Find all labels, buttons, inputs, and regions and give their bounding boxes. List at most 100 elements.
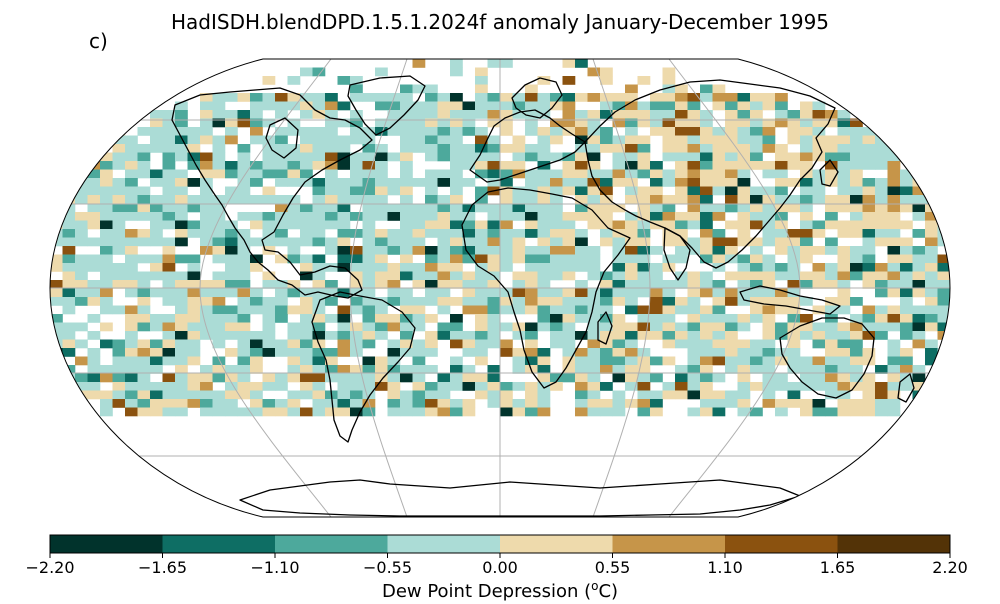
- anomaly-cell: [462, 365, 476, 374]
- anomaly-cell: [587, 178, 601, 187]
- anomaly-cell: [525, 280, 538, 289]
- anomaly-cell: [837, 263, 851, 272]
- anomaly-cell: [862, 280, 876, 289]
- anomaly-cell: [250, 118, 263, 128]
- anomaly-cell: [912, 263, 926, 272]
- anomaly-cell: [75, 288, 88, 298]
- anomaly-cell: [175, 127, 188, 136]
- anomaly-cell: [400, 254, 413, 264]
- anomaly-cell: [475, 331, 488, 340]
- anomaly-cell: [262, 271, 276, 281]
- anomaly-cell: [775, 178, 788, 187]
- anomaly-cell: [825, 280, 838, 289]
- anomaly-cell: [437, 297, 451, 306]
- anomaly-cell: [687, 314, 701, 323]
- anomaly-cell: [387, 212, 401, 221]
- anomaly-cell: [537, 356, 551, 366]
- anomaly-cell: [762, 348, 776, 357]
- anomaly-cell: [475, 382, 488, 391]
- anomaly-cell: [500, 59, 513, 68]
- anomaly-cell: [537, 246, 551, 255]
- anomaly-cell: [600, 399, 613, 408]
- anomaly-cell: [162, 212, 176, 221]
- anomaly-cell: [637, 280, 651, 289]
- anomaly-cell: [387, 246, 401, 255]
- anomaly-cell: [287, 373, 301, 383]
- coast-japan: [819, 159, 839, 187]
- anomaly-cell: [750, 220, 763, 230]
- anomaly-cell: [862, 322, 876, 332]
- anomaly-cell: [887, 314, 901, 323]
- anomaly-cell: [787, 356, 801, 366]
- anomaly-cell: [50, 203, 63, 213]
- anomaly-cell: [537, 195, 551, 204]
- anomaly-cell: [162, 135, 176, 145]
- anomaly-cell: [487, 297, 501, 306]
- coast-australia: [779, 317, 875, 399]
- anomaly-cell: [562, 373, 576, 383]
- anomaly-cell: [575, 59, 588, 68]
- anomaly-cell: [712, 280, 726, 289]
- anomaly-cell: [700, 229, 713, 238]
- anomaly-cell: [762, 382, 776, 391]
- anomaly-cell: [312, 254, 326, 264]
- anomaly-cell: [87, 237, 101, 247]
- anomaly-cell: [675, 339, 688, 349]
- anomaly-cell: [162, 161, 176, 170]
- anomaly-cell: [637, 322, 651, 332]
- anomaly-cell: [487, 135, 501, 145]
- anomaly-cell: [387, 152, 401, 162]
- anomaly-cell: [150, 365, 163, 374]
- anomaly-cell: [312, 212, 326, 221]
- anomaly-cell: [250, 382, 263, 391]
- anomaly-cell: [275, 280, 288, 289]
- anomaly-cell: [537, 76, 551, 85]
- anomaly-cell: [250, 161, 263, 170]
- anomaly-cell: [200, 212, 213, 221]
- anomaly-cell: [312, 237, 326, 247]
- anomaly-cell: [162, 263, 176, 272]
- anomaly-cell: [425, 348, 438, 357]
- colorbar-bin: [50, 535, 163, 553]
- anomaly-cell: [125, 178, 138, 187]
- colorbar-tick-label: −1.65: [137, 558, 188, 577]
- anomaly-cell: [275, 220, 288, 230]
- anomaly-cell: [412, 314, 426, 323]
- anomaly-cell: [487, 203, 501, 213]
- anomaly-cell: [175, 110, 188, 119]
- anomaly-cell: [587, 93, 601, 102]
- anomaly-cell: [850, 195, 863, 204]
- anomaly-cell: [287, 365, 301, 374]
- anomaly-cell: [262, 169, 276, 179]
- anomaly-cell: [937, 297, 950, 306]
- anomaly-cell: [837, 280, 851, 289]
- anomaly-cell: [762, 203, 776, 213]
- anomaly-cell: [562, 178, 576, 187]
- anomaly-cell: [687, 195, 701, 204]
- anomaly-cell: [275, 178, 288, 187]
- anomaly-cell: [112, 152, 126, 162]
- anomaly-cell: [300, 382, 313, 391]
- anomaly-cell: [437, 101, 451, 111]
- anomaly-cell: [175, 135, 188, 145]
- anomaly-cell: [325, 348, 338, 357]
- anomaly-cell: [62, 178, 76, 187]
- anomaly-cell: [587, 144, 601, 153]
- anomaly-cell: [575, 254, 588, 264]
- anomaly-cell: [812, 280, 826, 289]
- anomaly-cell: [737, 135, 751, 145]
- anomaly-cell: [137, 254, 151, 264]
- anomaly-cell: [437, 203, 451, 213]
- anomaly-cell: [587, 246, 601, 255]
- anomaly-cell: [287, 280, 301, 289]
- anomaly-cell: [812, 407, 826, 417]
- anomaly-cell: [712, 322, 726, 332]
- anomaly-cell: [712, 229, 726, 238]
- anomaly-cell: [175, 314, 188, 323]
- anomaly-cell: [425, 118, 438, 128]
- anomaly-cell: [175, 331, 188, 340]
- anomaly-cell: [87, 314, 101, 323]
- anomaly-cell: [425, 390, 438, 400]
- anomaly-cell: [500, 110, 513, 119]
- anomaly-cell: [237, 237, 251, 247]
